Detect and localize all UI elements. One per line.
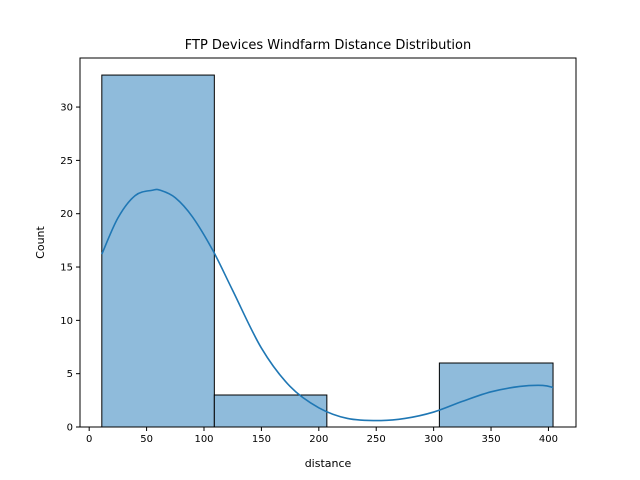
- y-tick-label: 30: [60, 103, 73, 114]
- x-tick-label: 150: [252, 434, 271, 445]
- x-tick-label: 250: [367, 434, 386, 445]
- bars-group: [101, 74, 554, 428]
- x-axis-label: distance: [305, 457, 352, 470]
- plot-frame: [79, 57, 577, 428]
- y-tick-label: 15: [60, 263, 73, 274]
- x-tick-label: 400: [539, 434, 558, 445]
- x-tick-label: 200: [309, 434, 328, 445]
- x-tick-label: 100: [194, 434, 213, 445]
- histogram-bar-2: [213, 394, 328, 428]
- x-tick-label: 50: [140, 434, 153, 445]
- y-tick-label: 20: [60, 209, 73, 220]
- histogram-bar-4: [438, 362, 554, 428]
- y-tick-label: 25: [60, 156, 73, 167]
- y-axis: 0 5 10 15 20 25 30: [60, 103, 80, 434]
- chart-title: FTP Devices Windfarm Distance Distributi…: [185, 38, 471, 53]
- x-tick-label: 350: [481, 434, 500, 445]
- x-tick-label: 0: [86, 434, 92, 445]
- y-tick-label: 0: [67, 423, 73, 434]
- y-tick-label: 5: [67, 369, 73, 380]
- x-tick-label: 300: [424, 434, 443, 445]
- y-tick-label: 10: [60, 316, 73, 327]
- x-axis: 0 50 100 150 200 250 300 350 400: [86, 427, 558, 445]
- y-axis-label: Count: [34, 225, 47, 258]
- histogram-bar-1: [101, 74, 215, 428]
- kde-curve: [101, 188, 554, 422]
